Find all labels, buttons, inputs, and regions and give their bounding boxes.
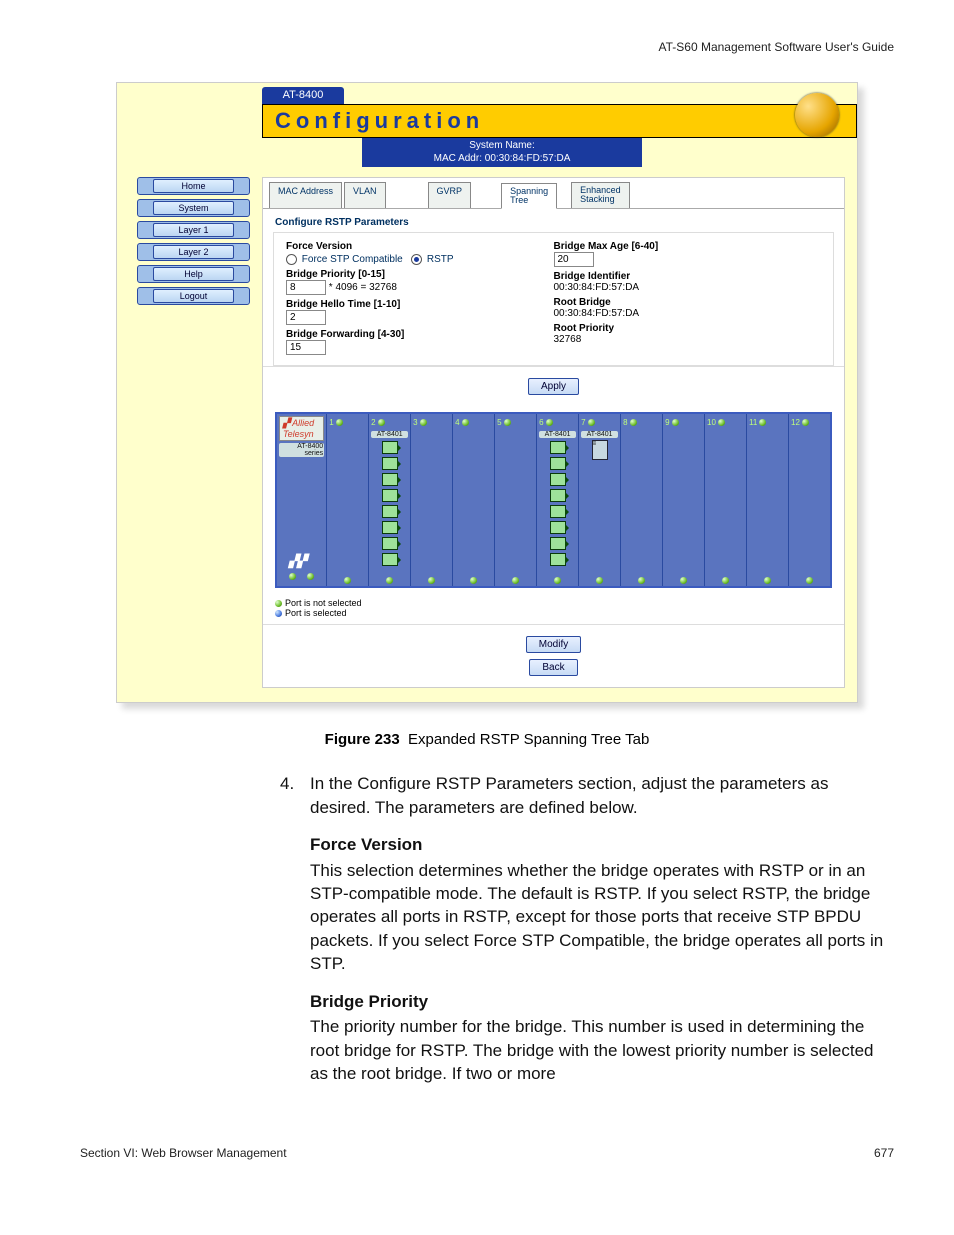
app-screenshot: AT-8400 Configuration System Name: MAC A… [116, 82, 858, 703]
footer-right: 677 [874, 1146, 894, 1160]
force-version-paragraph: This selection determines whether the br… [310, 859, 894, 976]
apply-button[interactable]: Apply [528, 378, 579, 395]
tab-vlan[interactable]: VLAN [344, 182, 386, 208]
bridge-priority-heading: Bridge Priority [310, 990, 894, 1013]
bridge-priority-label: Bridge Priority [0-15] [286, 269, 554, 280]
page-title-bar: Configuration [262, 104, 857, 138]
bridge-priority-paragraph: The priority number for the bridge. This… [310, 1015, 894, 1085]
rstp-form: Force Version Force STP Compatible RSTP … [273, 232, 834, 366]
bridge-priority-input[interactable]: 8 [286, 280, 326, 295]
sidebar-item-system[interactable]: System [153, 201, 235, 215]
bridge-maxage-label: Bridge Max Age [6-40] [554, 241, 822, 252]
bridge-forward-input[interactable]: 15 [286, 340, 326, 355]
sidebar-item-help[interactable]: Help [153, 267, 235, 281]
system-name-label: System Name: [362, 140, 642, 153]
bridge-hello-input[interactable]: 2 [286, 310, 326, 325]
bridge-maxage-input[interactable]: 20 [554, 252, 594, 267]
section-title: Configure RSTP Parameters [263, 209, 844, 232]
force-version-heading: Force Version [310, 833, 894, 856]
sidebar-item-layer2[interactable]: Layer 2 [153, 245, 235, 259]
bridge-identifier-label: Bridge Identifier [554, 271, 822, 282]
chassis-slot[interactable]: 3 [410, 414, 452, 586]
root-priority-label: Root Priority [554, 323, 822, 334]
bridge-identifier-value: 00:30:84:FD:57:DA [554, 282, 822, 293]
step-text: In the Configure RSTP Parameters section… [310, 772, 894, 819]
tab-spanning-tree[interactable]: SpanningTree [501, 183, 557, 209]
root-bridge-label: Root Bridge [554, 297, 822, 308]
modify-button[interactable]: Modify [526, 636, 581, 653]
footer-left: Section VI: Web Browser Management [80, 1146, 287, 1160]
chassis-slot[interactable]: 8 [620, 414, 662, 586]
sidebar: Home System Layer 1 Layer 2 Help Logout [117, 167, 262, 702]
chassis-slot[interactable]: 12 [788, 414, 830, 586]
bridge-forward-label: Bridge Forwarding [4-30] [286, 329, 554, 340]
sidebar-item-home[interactable]: Home [153, 179, 235, 193]
chassis-slot[interactable]: 10 [704, 414, 746, 586]
chassis-slot[interactable]: 9 [662, 414, 704, 586]
chassis-slot[interactable]: 7AT-8401≡ [578, 414, 620, 586]
chassis-slot[interactable]: 5 [494, 414, 536, 586]
chassis-slot[interactable]: 4 [452, 414, 494, 586]
step-number: 4. [80, 772, 310, 819]
chassis-slot[interactable]: 6AT-8401 [536, 414, 578, 586]
tab-bar: MAC Address VLAN GVRP SpanningTree Enhan… [263, 178, 844, 209]
mac-label: MAC Addr: 00:30:84:FD:57:DA [362, 153, 642, 166]
chassis-diagram: ▞ Allied TelesynAT-8400 series▞▞ 12AT-84… [275, 412, 832, 588]
content-panel: MAC Address VLAN GVRP SpanningTree Enhan… [262, 177, 845, 688]
force-version-label: Force Version [286, 241, 554, 252]
led-green-icon [275, 600, 282, 607]
page-title: Configuration [263, 108, 485, 134]
sidebar-item-layer1[interactable]: Layer 1 [153, 223, 235, 237]
model-badge: AT-8400 [262, 87, 344, 104]
root-priority-value: 32768 [554, 334, 822, 345]
tab-mac-address[interactable]: MAC Address [269, 182, 342, 208]
figure-caption: Figure 233 Expanded RSTP Spanning Tree T… [80, 731, 894, 748]
tab-enhanced-stacking[interactable]: EnhancedStacking [571, 182, 630, 208]
doc-header: AT-S60 Management Software User's Guide [80, 40, 894, 54]
back-button[interactable]: Back [529, 659, 577, 676]
bridge-hello-label: Bridge Hello Time [1-10] [286, 299, 554, 310]
chassis-slot[interactable]: 2AT-8401 [368, 414, 410, 586]
legend: Port is not selected Port is selected [263, 594, 844, 624]
led-blue-icon [275, 610, 282, 617]
tab-gvrp[interactable]: GVRP [428, 182, 472, 208]
chassis-slot[interactable]: 1 [326, 414, 368, 586]
radio-rstp[interactable] [411, 254, 422, 265]
logo-ball-icon [795, 93, 839, 137]
chassis-slot[interactable]: 11 [746, 414, 788, 586]
root-bridge-value: 00:30:84:FD:57:DA [554, 308, 822, 319]
sidebar-item-logout[interactable]: Logout [153, 289, 235, 303]
system-info-bar: System Name: MAC Addr: 00:30:84:FD:57:DA [362, 138, 642, 167]
radio-stp[interactable] [286, 254, 297, 265]
